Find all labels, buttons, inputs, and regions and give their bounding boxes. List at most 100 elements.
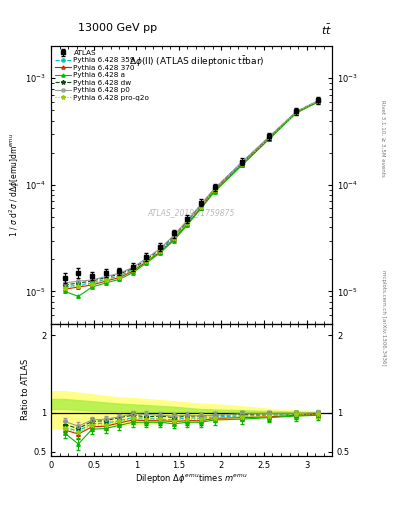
Pythia 6.428 370: [267, 136, 272, 142]
Pythia 6.428 a: [212, 189, 217, 195]
Pythia 6.428 pro-q2o: [158, 248, 162, 254]
Pythia 6.428 pro-q2o: [294, 109, 299, 115]
Pythia 6.428 a: [316, 99, 321, 105]
Pythia 6.428 359: [62, 284, 67, 290]
Pythia 6.428 359: [130, 267, 135, 273]
Pythia 6.428 370: [171, 236, 176, 242]
Pythia 6.428 dw: [171, 233, 176, 239]
Line: Pythia 6.428 pro-q2o: Pythia 6.428 pro-q2o: [62, 99, 321, 290]
Pythia 6.428 370: [212, 188, 217, 194]
Pythia 6.428 370: [294, 110, 299, 116]
Pythia 6.428 pro-q2o: [62, 285, 67, 291]
Pythia 6.428 a: [90, 284, 94, 290]
Pythia 6.428 370: [239, 161, 244, 167]
Pythia 6.428 p0: [294, 109, 299, 115]
Pythia 6.428 359: [185, 219, 190, 225]
Pythia 6.428 pro-q2o: [90, 281, 94, 287]
Pythia 6.428 dw: [62, 282, 67, 288]
Pythia 6.428 359: [144, 258, 149, 264]
Pythia 6.428 359: [158, 248, 162, 254]
Pythia 6.428 359: [316, 98, 321, 104]
Pythia 6.428 a: [239, 162, 244, 168]
Pythia 6.428 p0: [267, 134, 272, 140]
Pythia 6.428 pro-q2o: [212, 187, 217, 193]
Pythia 6.428 370: [144, 259, 149, 265]
Pythia 6.428 pro-q2o: [267, 135, 272, 141]
Pythia 6.428 a: [130, 270, 135, 276]
Pythia 6.428 p0: [90, 277, 94, 283]
Pythia 6.428 a: [198, 205, 203, 211]
Pythia 6.428 370: [76, 284, 81, 290]
Pythia 6.428 p0: [103, 273, 108, 280]
Line: Pythia 6.428 a: Pythia 6.428 a: [63, 100, 320, 298]
Pythia 6.428 a: [185, 222, 190, 228]
Pythia 6.428 p0: [316, 97, 321, 103]
Pythia 6.428 370: [62, 286, 67, 292]
Pythia 6.428 pro-q2o: [185, 220, 190, 226]
Pythia 6.428 370: [117, 274, 121, 281]
Pythia 6.428 359: [239, 161, 244, 167]
Pythia 6.428 p0: [198, 201, 203, 207]
Text: 13000 GeV pp: 13000 GeV pp: [78, 23, 158, 33]
Y-axis label: Ratio to ATLAS: Ratio to ATLAS: [21, 359, 30, 420]
Pythia 6.428 370: [185, 221, 190, 227]
Pythia 6.428 p0: [185, 217, 190, 223]
Pythia 6.428 370: [103, 278, 108, 284]
Pythia 6.428 a: [62, 288, 67, 294]
Line: Pythia 6.428 359: Pythia 6.428 359: [63, 99, 320, 289]
Text: Rivet 3.1.10, ≥ 3.5M events: Rivet 3.1.10, ≥ 3.5M events: [381, 100, 386, 177]
Pythia 6.428 359: [212, 186, 217, 193]
Pythia 6.428 370: [90, 282, 94, 288]
Pythia 6.428 a: [117, 276, 121, 283]
Pythia 6.428 dw: [198, 202, 203, 208]
Pythia 6.428 dw: [185, 218, 190, 224]
Pythia 6.428 a: [76, 293, 81, 300]
Pythia 6.428 pro-q2o: [316, 98, 321, 104]
Pythia 6.428 p0: [144, 255, 149, 261]
Pythia 6.428 359: [171, 234, 176, 241]
Pythia 6.428 p0: [171, 232, 176, 239]
Pythia 6.428 370: [316, 98, 321, 104]
Pythia 6.428 a: [144, 260, 149, 266]
Pythia 6.428 pro-q2o: [130, 267, 135, 273]
Text: t$\bar{t}$: t$\bar{t}$: [321, 23, 332, 37]
Pythia 6.428 dw: [294, 109, 299, 115]
Pythia 6.428 dw: [158, 246, 162, 252]
Pythia 6.428 370: [198, 205, 203, 211]
Pythia 6.428 359: [198, 203, 203, 209]
Line: Pythia 6.428 p0: Pythia 6.428 p0: [63, 99, 320, 285]
Pythia 6.428 359: [294, 109, 299, 115]
Pythia 6.428 359: [267, 135, 272, 141]
Pythia 6.428 dw: [90, 278, 94, 284]
Pythia 6.428 a: [158, 250, 162, 256]
Pythia 6.428 a: [267, 136, 272, 142]
Pythia 6.428 p0: [212, 185, 217, 191]
Y-axis label: 1 / $\sigma$ d$^2\sigma$ / d$\Delta\phi$[emu]dm$^{emu}$: 1 / $\sigma$ d$^2\sigma$ / d$\Delta\phi$…: [8, 133, 22, 237]
Pythia 6.428 370: [158, 249, 162, 255]
Pythia 6.428 dw: [103, 274, 108, 281]
X-axis label: Dilepton $\Delta\phi^{emu}$times $m^{emu}$: Dilepton $\Delta\phi^{emu}$times $m^{emu…: [135, 472, 248, 485]
Pythia 6.428 pro-q2o: [171, 235, 176, 241]
Text: mcplots.cern.ch [arXiv:1306.3436]: mcplots.cern.ch [arXiv:1306.3436]: [381, 270, 386, 365]
Pythia 6.428 p0: [62, 280, 67, 286]
Pythia 6.428 359: [103, 276, 108, 283]
Pythia 6.428 p0: [76, 278, 81, 284]
Pythia 6.428 dw: [117, 271, 121, 278]
Pythia 6.428 pro-q2o: [103, 277, 108, 283]
Pythia 6.428 a: [294, 110, 299, 116]
Pythia 6.428 pro-q2o: [76, 283, 81, 289]
Pythia 6.428 dw: [267, 134, 272, 140]
Pythia 6.428 359: [90, 280, 94, 286]
Pythia 6.428 dw: [239, 159, 244, 165]
Pythia 6.428 dw: [212, 186, 217, 192]
Pythia 6.428 359: [76, 282, 81, 288]
Pythia 6.428 p0: [130, 264, 135, 270]
Text: $\Delta\phi$(ll) (ATLAS dileptonic t$\bar{t}$bar): $\Delta\phi$(ll) (ATLAS dileptonic t$\ba…: [129, 54, 265, 69]
Pythia 6.428 370: [130, 268, 135, 274]
Pythia 6.428 dw: [130, 265, 135, 271]
Pythia 6.428 a: [171, 238, 176, 244]
Pythia 6.428 dw: [76, 280, 81, 286]
Line: Pythia 6.428 dw: Pythia 6.428 dw: [62, 98, 321, 287]
Pythia 6.428 359: [117, 273, 121, 279]
Pythia 6.428 pro-q2o: [144, 258, 149, 264]
